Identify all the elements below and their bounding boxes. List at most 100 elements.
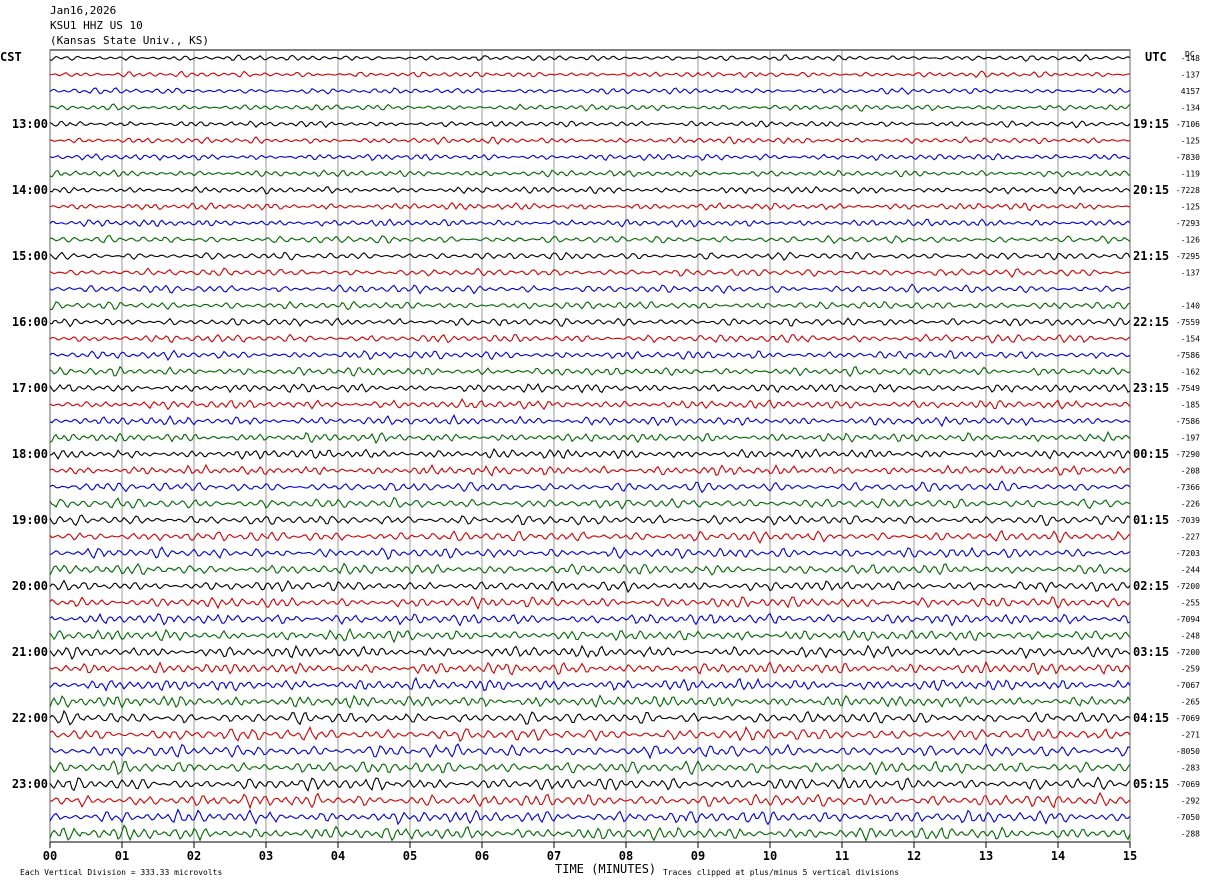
x-tick-label: 13 (979, 849, 993, 863)
dc-offset-label: -7200 (1176, 648, 1200, 657)
dc-offset-label: -226 (1181, 500, 1200, 509)
dc-offset-label: -208 (1181, 467, 1200, 476)
seismic-trace (49, 234, 1131, 245)
seismic-trace (49, 365, 1131, 378)
seismic-trace (49, 103, 1131, 112)
seismic-trace (49, 612, 1131, 627)
dc-offset-label: 4157 (1181, 87, 1200, 96)
x-tick-label: 12 (907, 849, 921, 863)
seismic-trace (49, 579, 1131, 594)
seismic-traces (49, 54, 1131, 843)
seismic-trace (49, 300, 1131, 311)
seismic-trace (49, 218, 1131, 228)
dc-offset-label: -8050 (1176, 747, 1200, 756)
seismic-trace (49, 529, 1131, 544)
seismic-trace (49, 414, 1131, 428)
x-tick-label: 02 (187, 849, 201, 863)
seismic-trace (49, 349, 1131, 362)
seismic-trace (49, 709, 1131, 726)
dc-offset-label: -7228 (1176, 186, 1200, 195)
x-tick-label: 08 (619, 849, 633, 863)
left-hour-label: 19:00 (12, 513, 48, 527)
seismic-trace (49, 430, 1131, 445)
dc-offset-label: -7106 (1176, 120, 1200, 129)
left-hour-label: 14:00 (12, 183, 48, 197)
x-axis-label: TIME (MINUTES) (555, 862, 656, 876)
dc-offset-label: -265 (1181, 698, 1200, 707)
seismic-trace (49, 333, 1131, 344)
left-timezone-label: CST (0, 50, 22, 64)
x-tick-label: 07 (547, 849, 561, 863)
dc-offset-label: -185 (1181, 401, 1200, 410)
dc-offset-label: -292 (1181, 797, 1200, 806)
right-timezone-label: UTC (1145, 50, 1167, 64)
dc-offset-label: -7203 (1176, 549, 1200, 558)
seismic-trace (49, 562, 1131, 576)
seismic-trace (49, 725, 1131, 743)
right-hour-label: 03:15 (1133, 645, 1169, 659)
dc-offset-label: -137 (1181, 269, 1200, 278)
left-hour-label: 23:00 (12, 777, 48, 791)
seismic-trace (49, 742, 1131, 760)
dc-offset-label: -7295 (1176, 252, 1200, 261)
header-location: (Kansas State Univ., KS) (50, 34, 209, 47)
x-tick-label: 09 (691, 849, 705, 863)
dc-offset-label: -134 (1181, 104, 1200, 113)
scale-note: Each Vertical Division = 333.33 microvol… (20, 868, 222, 877)
dc-offset-label: -283 (1181, 764, 1200, 773)
right-hour-label: 23:15 (1133, 381, 1169, 395)
left-hour-label: 16:00 (12, 315, 48, 329)
dc-offset-label: -119 (1181, 170, 1200, 179)
seismic-trace (49, 448, 1131, 460)
left-hour-label: 17:00 (12, 381, 48, 395)
seismic-trace (49, 776, 1131, 792)
x-tick-label: 06 (475, 849, 489, 863)
dc-offset-label: -288 (1181, 830, 1200, 839)
seismic-trace (49, 70, 1131, 78)
header-station: KSU1 HHZ US 10 (50, 19, 143, 32)
dc-offset-label: -7069 (1176, 714, 1200, 723)
dc-offset-label: -7366 (1176, 483, 1200, 492)
dc-offset-label: -7067 (1176, 681, 1200, 690)
seismic-trace (49, 595, 1131, 611)
left-hour-label: 18:00 (12, 447, 48, 461)
right-hour-label: 02:15 (1133, 579, 1169, 593)
right-hour-label: 20:15 (1133, 183, 1169, 197)
seismic-trace (49, 808, 1131, 826)
x-tick-label: 05 (403, 849, 417, 863)
dc-offset-label: -244 (1181, 566, 1200, 575)
right-hour-label: 05:15 (1133, 777, 1169, 791)
seismic-trace (49, 760, 1131, 776)
seismic-trace (49, 251, 1131, 261)
seismic-trace (49, 627, 1131, 644)
dc-offset-label: -148 (1181, 54, 1200, 63)
seismic-trace (49, 201, 1131, 212)
seismic-trace (49, 480, 1131, 494)
plot-grid (49, 49, 1131, 848)
x-tick-label: 01 (115, 849, 129, 863)
seismic-trace (49, 169, 1131, 178)
dc-offset-label: -154 (1181, 335, 1200, 344)
dc-offset-label: -255 (1181, 599, 1200, 608)
dc-offset-label: -7559 (1176, 318, 1200, 327)
plot-frame (49, 49, 1131, 843)
left-hour-label: 22:00 (12, 711, 48, 725)
x-tick-label: 10 (763, 849, 777, 863)
left-hour-label: 21:00 (12, 645, 48, 659)
dc-offset-label: -7069 (1176, 780, 1200, 789)
x-tick-label: 03 (259, 849, 273, 863)
seismic-trace (49, 382, 1131, 394)
dc-offset-label: -7586 (1176, 351, 1200, 360)
seismic-trace (49, 644, 1131, 661)
seismic-trace (49, 514, 1131, 527)
dc-offset-label: -7094 (1176, 615, 1200, 624)
dc-offset-label: -7039 (1176, 516, 1200, 525)
seismic-trace (49, 791, 1131, 810)
dc-offset-label: -140 (1181, 302, 1200, 311)
dc-offset-label: -7050 (1176, 813, 1200, 822)
dc-offset-label: -7549 (1176, 384, 1200, 393)
left-hour-label: 15:00 (12, 249, 48, 263)
x-tick-label: 15 (1123, 849, 1137, 863)
clip-note: Traces clipped at plus/minus 5 vertical … (663, 868, 899, 877)
seismic-trace (49, 135, 1131, 146)
